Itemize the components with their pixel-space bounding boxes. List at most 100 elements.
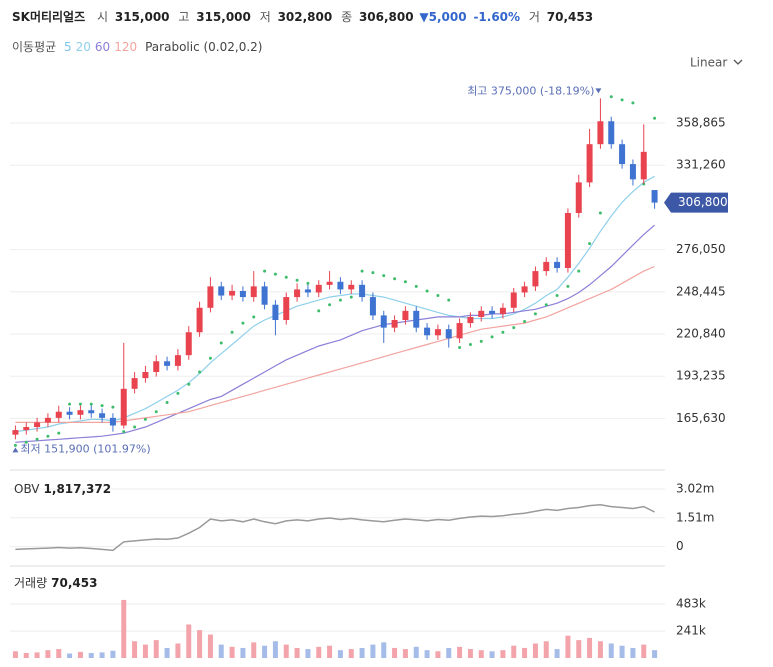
candle-body bbox=[142, 371, 149, 379]
y-tick-label: 358,865 bbox=[676, 115, 726, 129]
candle-body bbox=[467, 316, 474, 324]
volume-bar bbox=[597, 641, 603, 658]
sar-dot bbox=[68, 402, 72, 406]
candle-body bbox=[575, 182, 582, 213]
sar-dot bbox=[577, 269, 581, 273]
candle-body bbox=[294, 289, 301, 298]
sar-dot bbox=[122, 430, 126, 434]
candle-body bbox=[196, 307, 203, 333]
volume-bar bbox=[121, 599, 127, 658]
sar-dot bbox=[317, 309, 321, 313]
sar-dot bbox=[133, 425, 137, 429]
candle-body bbox=[608, 121, 615, 145]
panel-name: 거래량 bbox=[14, 576, 47, 590]
candle-body bbox=[532, 271, 539, 287]
sar-dot bbox=[13, 443, 17, 447]
volume-bar bbox=[641, 644, 647, 658]
volume-bar bbox=[446, 647, 452, 658]
candle-body bbox=[185, 332, 192, 356]
volume-bar bbox=[337, 650, 343, 658]
low-marker bbox=[12, 447, 19, 453]
sar-dot bbox=[111, 405, 115, 409]
volume-bar bbox=[240, 647, 246, 658]
candle-body bbox=[229, 290, 236, 296]
candle-body bbox=[359, 284, 366, 298]
volume-bar bbox=[272, 641, 278, 658]
y-tick-label: 220,840 bbox=[676, 327, 726, 341]
sar-dot bbox=[447, 298, 451, 302]
volume-bar bbox=[576, 640, 582, 658]
volume-bar bbox=[110, 650, 116, 658]
low-label: 저 bbox=[260, 10, 271, 24]
volume-bar bbox=[88, 652, 94, 658]
obv-line bbox=[15, 503, 655, 552]
y-tick-label: 193,235 bbox=[676, 369, 726, 383]
legend-entry: Parabolic (0.02,0.2) bbox=[145, 40, 262, 54]
volume-bar bbox=[197, 630, 203, 658]
sar-dot bbox=[35, 437, 39, 441]
sar-dot bbox=[338, 298, 342, 302]
close-label: 종 bbox=[341, 10, 352, 24]
candle-body bbox=[164, 361, 171, 366]
legend: 이동평균 5 20 60 120 Parabolic (0.02,0.2) bbox=[12, 40, 262, 54]
last-price-tag bbox=[664, 192, 728, 213]
sar-dot bbox=[468, 342, 472, 346]
y-tick-label: 165,630 bbox=[676, 411, 726, 425]
sar-dot bbox=[544, 303, 548, 307]
sar-dot bbox=[219, 341, 223, 345]
candle-body bbox=[261, 286, 268, 305]
candle-body bbox=[543, 261, 550, 272]
volume-bar bbox=[23, 652, 29, 658]
volume-bar bbox=[251, 642, 257, 658]
scale-toggle[interactable]: Linear bbox=[690, 56, 727, 70]
volume-bar bbox=[305, 649, 311, 658]
sar-dot bbox=[165, 401, 169, 405]
sar-dot bbox=[533, 312, 537, 316]
volume-bar bbox=[175, 643, 181, 658]
candle-body bbox=[597, 121, 604, 145]
volume-bar bbox=[543, 641, 549, 658]
sar-dot bbox=[360, 269, 364, 273]
volume-bar bbox=[132, 641, 138, 658]
volume-bar bbox=[316, 646, 322, 658]
volume-bar bbox=[153, 640, 159, 658]
volume-bar bbox=[12, 651, 18, 658]
volume-bar bbox=[294, 647, 300, 658]
sar-dot bbox=[198, 370, 202, 374]
panel-value: 1,817,372 bbox=[44, 482, 112, 496]
header-line: SK머티리얼즈 시 315,000 고 315,000 저 302,800 종 … bbox=[12, 9, 593, 24]
volume-bar bbox=[392, 647, 398, 658]
volume-bar bbox=[478, 650, 484, 658]
sar-dot bbox=[241, 321, 245, 325]
volume-bar bbox=[413, 646, 419, 658]
candle-body bbox=[77, 410, 84, 415]
sar-dot bbox=[57, 431, 61, 435]
candle-body bbox=[445, 329, 452, 339]
candle-body bbox=[55, 411, 62, 418]
chevron[interactable] bbox=[733, 59, 743, 65]
volume-bar bbox=[467, 649, 473, 658]
sar-dot bbox=[284, 275, 288, 279]
sar-dot bbox=[187, 382, 191, 386]
sar-dot bbox=[78, 402, 82, 406]
candle-body bbox=[23, 427, 30, 431]
high-label: 고 bbox=[178, 10, 189, 24]
sar-dot bbox=[263, 269, 267, 273]
sar-dot bbox=[425, 289, 429, 293]
candle-body bbox=[88, 410, 95, 414]
panel-label: 거래량 70,453 bbox=[14, 576, 97, 590]
high-annotation: 최고 375,000 (-18.19%) bbox=[467, 84, 594, 97]
candle-body bbox=[174, 355, 181, 366]
candle-body bbox=[337, 281, 344, 290]
stock-name: SK머티리얼즈 bbox=[12, 9, 85, 24]
sar-dot bbox=[230, 330, 234, 334]
volume-bar bbox=[283, 644, 289, 658]
sar-dot bbox=[490, 335, 494, 339]
candle-body bbox=[424, 327, 431, 336]
candle-body bbox=[283, 297, 290, 321]
candle-body bbox=[434, 329, 441, 336]
volume-bar bbox=[77, 651, 83, 658]
y-tick-label: 241k bbox=[676, 624, 706, 638]
ma-label: 이동평균 bbox=[12, 40, 56, 54]
sar-dot bbox=[403, 280, 407, 284]
